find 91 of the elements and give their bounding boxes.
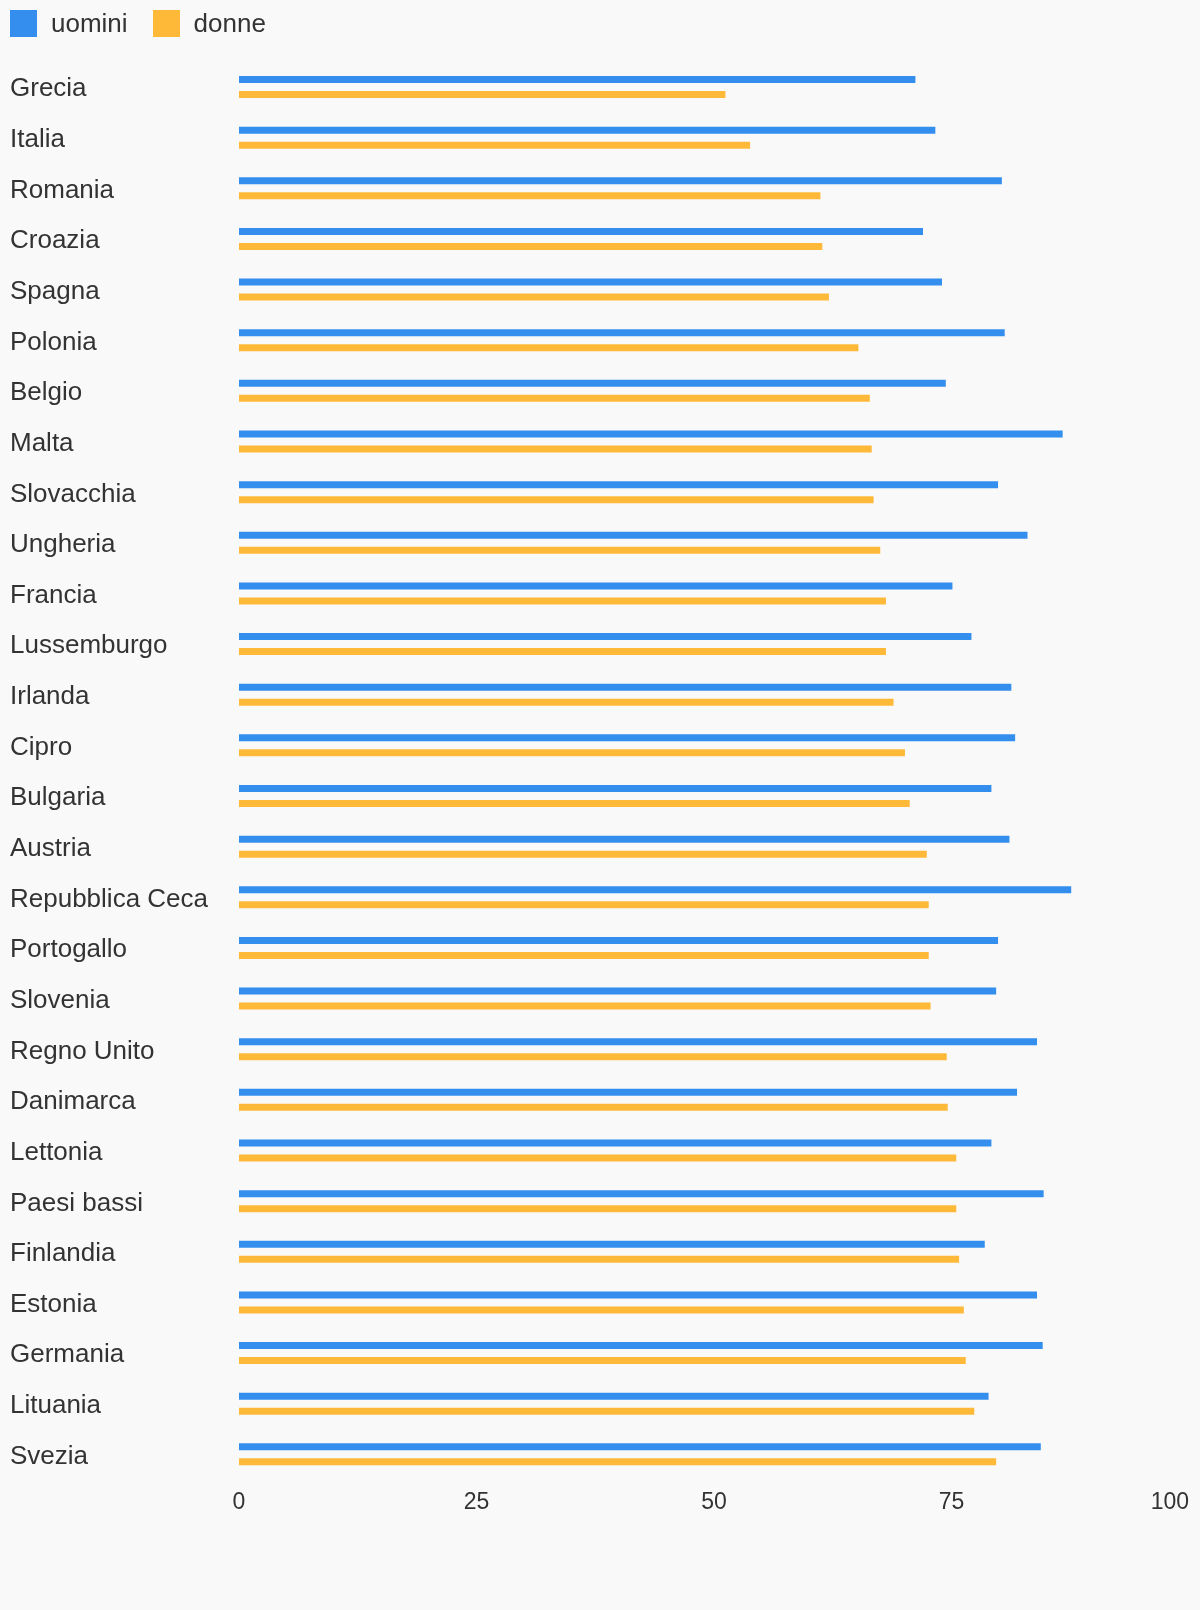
bar [239,1291,1037,1299]
bar [239,141,751,149]
bar [239,1053,947,1061]
bar [239,76,916,83]
bar [239,901,929,909]
y-tick-label: Slovenia [10,983,111,1014]
bar [239,582,953,590]
bar [239,698,894,706]
y-tick-label: Malta [10,426,75,457]
bar [239,1088,1018,1096]
x-tick-label: 25 [463,1487,490,1514]
x-tick-label: 75 [938,1487,965,1514]
bar [239,1205,957,1213]
bar [239,1038,1037,1046]
bar [239,430,1063,438]
y-tick-label: Lituania [10,1389,102,1420]
x-tick-label: 100 [1150,1487,1189,1514]
y-tick-label: Polonia [10,325,98,356]
bar [239,648,886,656]
y-tick-label: Cipro [10,730,73,761]
y-tick-label: Repubblica Ceca [10,882,209,913]
y-tick-label: Portogallo [10,933,128,964]
bar [239,344,859,352]
legend-label: uomini [51,8,128,38]
y-tick-label: Bulgaria [10,781,106,812]
y-tick-label: Italia [10,123,66,154]
bar [239,126,936,134]
bar [239,394,870,402]
bar [239,293,829,301]
bar [239,278,942,286]
bar [239,734,1016,742]
bar [239,987,997,995]
bar [239,1392,989,1400]
bar [239,1407,975,1415]
y-tick-label: Finlandia [10,1237,117,1268]
bar [239,91,726,98]
bar [239,1255,960,1263]
y-tick-label: Paesi bassi [10,1186,143,1217]
y-tick-label: Croazia [10,224,101,255]
bar [239,192,821,200]
bar [239,1103,948,1111]
y-tick-label: Francia [10,578,98,609]
bar [239,1306,964,1314]
x-tick-label: 50 [701,1487,727,1514]
bar [239,835,1010,843]
bar [239,1154,957,1162]
y-tick-label: Germania [10,1338,125,1369]
bar [239,481,999,489]
y-tick-label: Ungheria [10,528,117,559]
x-tick-label: 0 [232,1487,246,1514]
y-tick-label: Regno Unito [10,1034,155,1065]
bar [239,227,923,235]
bar [239,1342,1043,1350]
bar [239,242,823,250]
bar [239,1443,1041,1451]
bar [239,1190,1044,1198]
bar [239,951,929,959]
legend-label: donne [193,8,266,38]
bar [239,850,927,858]
bar [239,886,1072,894]
bar [239,633,972,641]
y-tick-label: Lussemburgo [10,629,168,660]
y-tick-label: Slovacchia [10,477,137,508]
bar [239,936,999,944]
bar [239,1139,992,1147]
bar [239,531,1028,539]
y-tick-label: Irlanda [10,680,91,711]
bar [239,1240,985,1248]
bar [239,749,905,757]
y-tick-label: Svezia [10,1439,89,1470]
bar [239,800,910,807]
y-tick-label: Austria [10,832,92,863]
bar [239,1357,966,1365]
bar [239,177,1002,185]
bar [239,445,872,453]
y-tick-label: Romania [10,173,115,204]
y-tick-label: Estonia [10,1287,98,1318]
bar [239,1002,931,1010]
bar [239,379,946,387]
y-tick-label: Danimarca [10,1085,137,1116]
bar [239,496,874,504]
y-tick-label: Lettonia [10,1135,104,1166]
bar [239,597,886,605]
bar [239,329,1005,337]
bar [239,683,1012,691]
y-tick-label: Belgio [10,376,83,407]
y-tick-label: Spagna [10,274,101,305]
bar [239,546,881,554]
bar [239,785,992,792]
bar [239,1458,997,1466]
y-tick-label: Grecia [10,72,88,103]
